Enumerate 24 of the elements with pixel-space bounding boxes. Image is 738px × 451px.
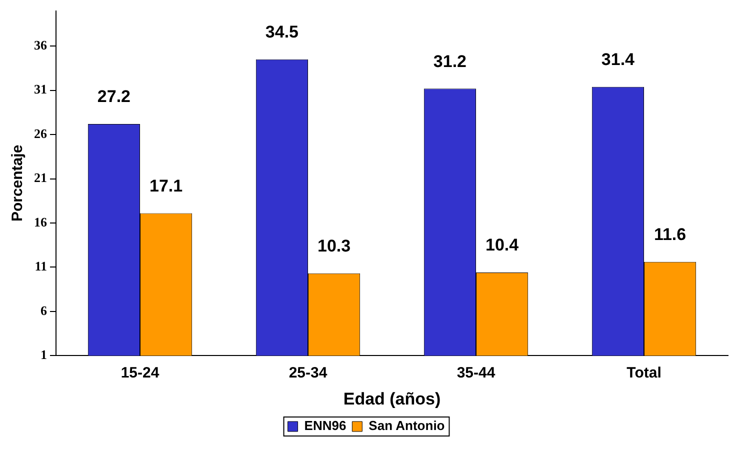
data-label: 27.2 <box>97 87 131 106</box>
y-tick-label: 11 <box>34 258 47 274</box>
y-axis-title: Porcentaje <box>9 144 26 222</box>
y-tick-label: 21 <box>34 170 47 186</box>
y-tick-label: 26 <box>34 126 48 141</box>
x-axis-title: Edad (años) <box>343 389 441 408</box>
y-tick-label: 16 <box>34 214 48 230</box>
x-tick-label: 15-24 <box>120 364 160 382</box>
data-label: 17.1 <box>149 176 183 196</box>
x-tick-label: 35-44 <box>456 364 496 382</box>
data-label: 10.3 <box>317 236 351 256</box>
data-label: 10.4 <box>485 236 520 255</box>
data-label: 11.6 <box>654 225 686 244</box>
data-label: 31.2 <box>433 52 467 71</box>
data-label: 34.5 <box>265 22 299 42</box>
y-tick-label: 1 <box>40 346 47 362</box>
x-tick-label: Total <box>626 364 662 382</box>
x-tick-label: 25-34 <box>288 364 328 382</box>
y-tick-label: 31 <box>34 82 47 97</box>
y-tick-label: 6 <box>40 302 48 318</box>
legend-label: ENN96 <box>304 418 346 434</box>
y-tick-label: 36 <box>34 38 48 53</box>
data-label: 31.4 <box>601 50 636 70</box>
legend-label: San Antonio <box>368 418 445 434</box>
